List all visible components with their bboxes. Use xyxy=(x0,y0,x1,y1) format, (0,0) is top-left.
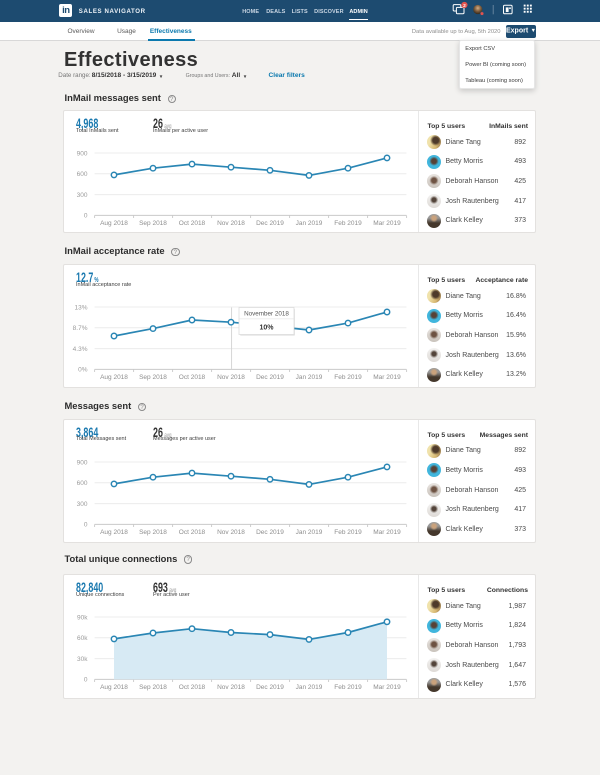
svg-text:60k: 60k xyxy=(77,635,88,642)
svg-text:Oct 2018: Oct 2018 xyxy=(179,220,206,227)
svg-text:Oct 2018: Oct 2018 xyxy=(179,528,206,535)
svg-text:Sep 2018: Sep 2018 xyxy=(139,374,167,381)
svg-text:Dec 2019: Dec 2019 xyxy=(256,220,284,227)
svg-text:13%: 13% xyxy=(74,304,87,311)
svg-text:900: 900 xyxy=(77,150,88,157)
svg-text:2: 2 xyxy=(463,3,466,9)
svg-text:Mar 2019: Mar 2019 xyxy=(373,528,401,535)
svg-text:November 2018: November 2018 xyxy=(244,311,289,318)
svg-text:Aug 2018: Aug 2018 xyxy=(100,220,128,227)
svg-text:Mar 2019: Mar 2019 xyxy=(373,220,401,227)
svg-text:0: 0 xyxy=(84,677,88,684)
svg-text:Jan 2019: Jan 2019 xyxy=(296,684,323,691)
svg-text:Nov 2018: Nov 2018 xyxy=(217,684,245,691)
svg-text:Nov 2018: Nov 2018 xyxy=(217,220,245,227)
svg-text:30k: 30k xyxy=(77,656,88,663)
svg-text:Mar 2019: Mar 2019 xyxy=(373,684,401,691)
svg-text:Dec 2019: Dec 2019 xyxy=(256,528,284,535)
svg-text:Jan 2019: Jan 2019 xyxy=(296,528,323,535)
svg-text:0%: 0% xyxy=(78,367,88,374)
svg-text:Feb 2019: Feb 2019 xyxy=(334,374,362,381)
svg-text:10%: 10% xyxy=(259,325,274,332)
svg-text:Dec 2019: Dec 2019 xyxy=(256,374,284,381)
svg-text:Aug 2018: Aug 2018 xyxy=(100,374,128,381)
svg-text:Jan 2019: Jan 2019 xyxy=(296,374,323,381)
svg-text:90k: 90k xyxy=(77,614,88,621)
svg-text:Feb 2019: Feb 2019 xyxy=(334,220,362,227)
svg-text:Mar 2019: Mar 2019 xyxy=(373,374,401,381)
svg-text:Aug 2018: Aug 2018 xyxy=(100,528,128,535)
svg-text:Nov 2018: Nov 2018 xyxy=(217,374,245,381)
svg-text:Feb 2019: Feb 2019 xyxy=(334,684,362,691)
svg-text:Feb 2019: Feb 2019 xyxy=(334,528,362,535)
svg-text:Sep 2018: Sep 2018 xyxy=(139,684,167,691)
svg-text:Sep 2018: Sep 2018 xyxy=(139,220,167,227)
svg-text:0: 0 xyxy=(84,213,88,220)
svg-text:Jan 2019: Jan 2019 xyxy=(296,220,323,227)
svg-text:600: 600 xyxy=(77,171,88,178)
svg-text:300: 300 xyxy=(77,500,88,507)
svg-text:8.7%: 8.7% xyxy=(73,325,88,332)
svg-text:600: 600 xyxy=(77,480,88,487)
svg-text:Aug 2018: Aug 2018 xyxy=(100,684,128,691)
svg-text:Nov 2018: Nov 2018 xyxy=(217,528,245,535)
svg-text:Sep 2018: Sep 2018 xyxy=(139,528,167,535)
svg-text:300: 300 xyxy=(77,192,88,199)
svg-text:Oct 2018: Oct 2018 xyxy=(179,374,206,381)
svg-text:4.3%: 4.3% xyxy=(73,346,88,353)
svg-text:900: 900 xyxy=(77,459,88,466)
svg-text:0: 0 xyxy=(84,521,88,528)
svg-text:Dec 2019: Dec 2019 xyxy=(256,684,284,691)
svg-text:Oct 2018: Oct 2018 xyxy=(179,684,206,691)
